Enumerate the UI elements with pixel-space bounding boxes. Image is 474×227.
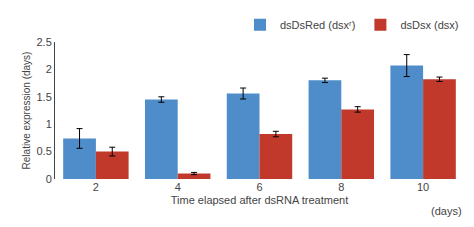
svg-text:(days): (days) [431, 205, 462, 217]
svg-text:8: 8 [338, 181, 344, 193]
svg-text:4: 4 [175, 181, 181, 193]
svg-text:2: 2 [93, 181, 99, 193]
svg-text:Relative expression (days): Relative expression (days) [21, 52, 32, 170]
svg-text:0: 0 [46, 173, 52, 185]
svg-text:dsDsx (dsx): dsDsx (dsx) [400, 19, 458, 31]
svg-text:dsDsRed (dsxʳ): dsDsRed (dsxʳ) [280, 19, 355, 31]
svg-text:1: 1 [46, 118, 52, 130]
svg-text:2: 2 [46, 63, 52, 75]
svg-text:0.5: 0.5 [37, 145, 52, 157]
svg-text:Time elapsed after dsRNA treat: Time elapsed after dsRNA treatment [171, 194, 349, 206]
svg-text:10: 10 [417, 181, 429, 193]
svg-text:6: 6 [256, 181, 262, 193]
svg-text:1.5: 1.5 [37, 91, 52, 103]
svg-text:2.5: 2.5 [37, 36, 52, 48]
